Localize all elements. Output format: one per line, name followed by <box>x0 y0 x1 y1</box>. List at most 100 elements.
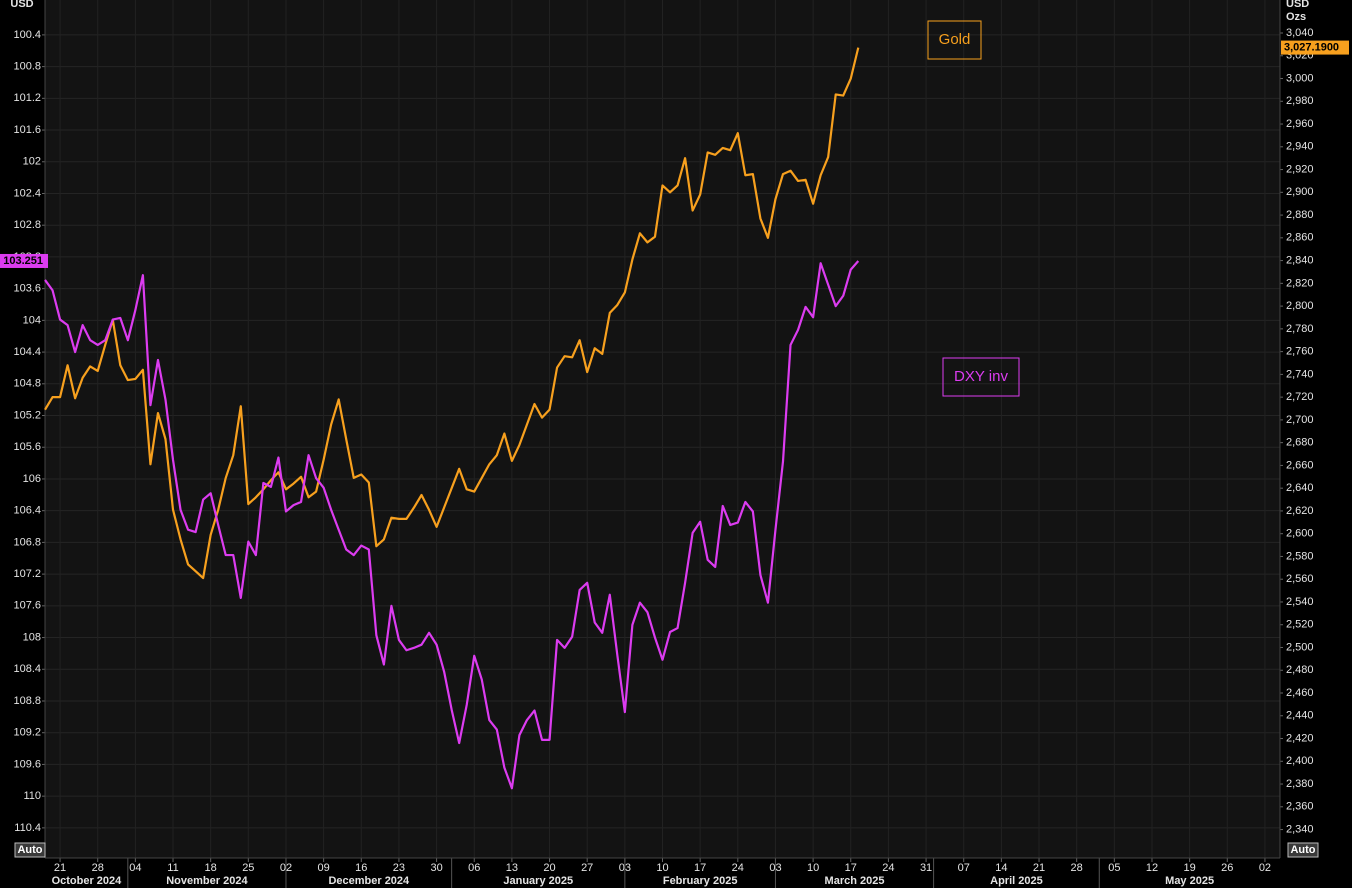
y2-tick-label: 2,480 <box>1286 664 1314 676</box>
x-tick-label: 21 <box>54 862 66 874</box>
y2-tick-label: 2,580 <box>1286 550 1314 562</box>
y2-tick-label: 2,600 <box>1286 528 1314 540</box>
legend-box <box>942 357 1020 397</box>
x-tick-label: 06 <box>468 862 480 874</box>
y2-tick-label: 2,820 <box>1286 277 1314 289</box>
y2-tick-label: 2,800 <box>1286 300 1314 312</box>
y2-tick-label: 2,360 <box>1286 801 1314 813</box>
y-tick-label: 110 <box>23 790 41 802</box>
x-tick-label: 14 <box>995 862 1007 874</box>
y2-tick-label: 2,880 <box>1286 209 1314 221</box>
y-tick-label: 102.8 <box>13 219 41 231</box>
x-tick-label: 02 <box>1259 862 1271 874</box>
x-tick-label: 09 <box>318 862 330 874</box>
x-tick-label: 24 <box>882 862 894 874</box>
y2-axis-title: USD <box>1286 0 1309 10</box>
legend-label: Gold <box>939 31 971 48</box>
x-tick-label: 10 <box>656 862 668 874</box>
auto-button[interactable]: Auto <box>14 842 46 858</box>
y2-tick-label: 2,960 <box>1286 118 1314 130</box>
last-value-label: 3,027.1900 <box>1284 41 1339 53</box>
y-tick-label: 108 <box>23 631 41 643</box>
y-tick-label: 102 <box>23 156 41 168</box>
last-value-tag <box>1281 40 1349 55</box>
y2-tick-label: 2,560 <box>1286 573 1314 585</box>
x-tick-label: 26 <box>1221 862 1233 874</box>
y-tick-label: 106.8 <box>13 536 41 548</box>
y2-tick-label: 2,840 <box>1286 254 1314 266</box>
y2-axis-unit: Ozs <box>1286 11 1306 23</box>
y2-tick-label: 2,940 <box>1286 141 1314 153</box>
y2-tick-label: 2,380 <box>1286 778 1314 790</box>
x-tick-label: 07 <box>958 862 970 874</box>
y2-tick-label: 2,980 <box>1286 95 1314 107</box>
x-tick-label: 11 <box>167 862 178 874</box>
y-tick-label: 100.4 <box>13 29 41 41</box>
y-tick-label: 110.4 <box>14 822 41 834</box>
y2-tick-label: 2,520 <box>1286 619 1314 631</box>
y-tick-label: 100.8 <box>13 61 41 73</box>
y-tick-label: 103.6 <box>13 283 41 295</box>
x-tick-label: 21 <box>1033 862 1045 874</box>
x-tick-label: 30 <box>430 862 442 874</box>
y2-tick-label: 3,000 <box>1286 72 1314 84</box>
x-tick-label: 20 <box>543 862 555 874</box>
legend-label: DXY inv <box>954 368 1008 385</box>
y-tick-label: 104 <box>23 314 41 326</box>
y-tick-label: 102.4 <box>13 187 41 199</box>
y-tick-label: 108.4 <box>13 663 41 675</box>
month-label: October 2024 <box>52 875 123 887</box>
x-tick-label: 17 <box>845 862 857 874</box>
y-axis-title: USD <box>10 0 33 10</box>
x-tick-label: 24 <box>732 862 744 874</box>
button-label[interactable]: Auto <box>1290 844 1315 856</box>
y-tick-label: 106 <box>23 473 41 485</box>
x-tick-label: 05 <box>1108 862 1120 874</box>
x-tick-label: 18 <box>205 862 217 874</box>
y2-tick-label: 2,500 <box>1286 641 1314 653</box>
button-label[interactable]: Auto <box>17 844 42 856</box>
y-tick-label: 107.2 <box>13 568 41 580</box>
x-tick-label: 17 <box>694 862 706 874</box>
x-tick-label: 12 <box>1146 862 1158 874</box>
y2-tick-label: 2,660 <box>1286 459 1314 471</box>
month-label: April 2025 <box>990 875 1043 887</box>
y2-tick-label: 2,860 <box>1286 232 1314 244</box>
y2-tick-label: 2,400 <box>1286 755 1314 767</box>
button-frame[interactable] <box>14 842 46 858</box>
y-tick-label: 108.8 <box>13 695 41 707</box>
month-label: January 2025 <box>503 875 573 887</box>
series-line <box>44 47 860 580</box>
y2-tick-label: 2,540 <box>1286 596 1314 608</box>
y2-tick-label: 2,440 <box>1286 710 1314 722</box>
y2-tick-label: 2,760 <box>1286 346 1314 358</box>
auto-button[interactable]: Auto <box>1287 842 1319 858</box>
y2-tick-label: 2,720 <box>1286 391 1314 403</box>
x-tick-label: 31 <box>920 862 932 874</box>
month-label: November 2024 <box>166 875 248 887</box>
y2-tick-label: 2,740 <box>1286 368 1314 380</box>
x-tick-label: 10 <box>807 862 819 874</box>
y-tick-label: 109.6 <box>13 758 41 770</box>
x-tick-label: 23 <box>393 862 405 874</box>
x-tick-label: 28 <box>92 862 104 874</box>
button-frame[interactable] <box>1287 842 1319 858</box>
y-tick-label: 109.2 <box>13 727 41 739</box>
x-tick-label: 27 <box>581 862 593 874</box>
y2-tick-label: 2,460 <box>1286 687 1314 699</box>
x-tick-label: 19 <box>1184 862 1196 874</box>
y-tick-label: 105.6 <box>13 441 41 453</box>
y2-tick-label: 2,700 <box>1286 414 1314 426</box>
y2-tick-label: 3,040 <box>1286 27 1314 39</box>
y-tick-label: 105.2 <box>13 409 41 421</box>
x-tick-label: 13 <box>506 862 518 874</box>
month-label: February 2025 <box>663 875 738 887</box>
y2-tick-label: 2,620 <box>1286 505 1314 517</box>
y2-tick-label: 2,420 <box>1286 732 1314 744</box>
y-tick-label: 101.6 <box>13 124 41 136</box>
y-tick-label: 107.6 <box>13 600 41 612</box>
y2-tick-label: 2,340 <box>1286 823 1314 835</box>
y-tick-label: 104.4 <box>13 346 41 358</box>
